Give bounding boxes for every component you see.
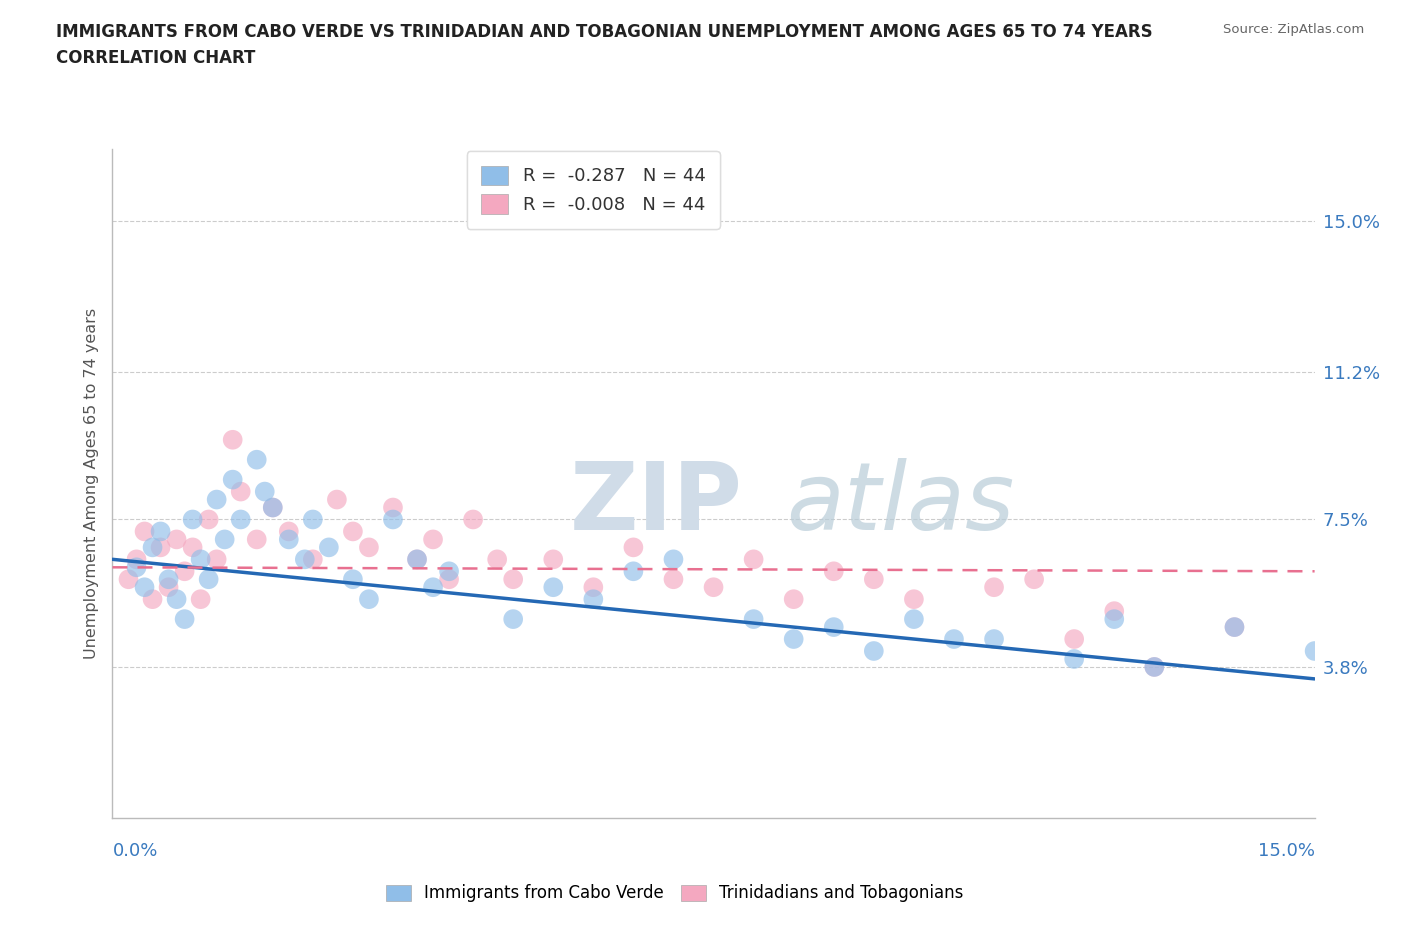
- Point: [253, 485, 276, 499]
- Point: [662, 572, 685, 587]
- Point: [863, 644, 886, 658]
- Point: [190, 591, 212, 606]
- Point: [246, 532, 269, 547]
- Point: [181, 512, 204, 527]
- Point: [1143, 659, 1166, 674]
- Point: [222, 472, 245, 487]
- Text: CORRELATION CHART: CORRELATION CHART: [56, 49, 256, 67]
- Point: [863, 572, 886, 587]
- Point: [742, 551, 765, 566]
- Text: atlas: atlas: [786, 458, 1014, 550]
- Point: [134, 579, 156, 594]
- Text: 0.0%: 0.0%: [112, 842, 157, 859]
- Point: [582, 591, 605, 606]
- Point: [1223, 619, 1246, 634]
- Text: IMMIGRANTS FROM CABO VERDE VS TRINIDADIAN AND TOBAGONIAN UNEMPLOYMENT AMONG AGES: IMMIGRANTS FROM CABO VERDE VS TRINIDADIA…: [56, 23, 1153, 41]
- Point: [621, 564, 644, 578]
- Point: [222, 432, 245, 447]
- Point: [543, 551, 565, 566]
- Point: [214, 532, 236, 547]
- Point: [582, 579, 605, 594]
- Point: [357, 540, 380, 555]
- Point: [262, 500, 284, 515]
- Point: [1223, 619, 1246, 634]
- Point: [422, 532, 444, 547]
- Point: [502, 572, 524, 587]
- Point: [141, 591, 163, 606]
- Point: [662, 551, 685, 566]
- Point: [166, 532, 188, 547]
- Point: [742, 612, 765, 627]
- Point: [1143, 659, 1166, 674]
- Point: [141, 540, 163, 555]
- Text: ZIP: ZIP: [569, 458, 742, 550]
- Point: [406, 551, 429, 566]
- Point: [823, 619, 845, 634]
- Point: [205, 551, 228, 566]
- Point: [197, 512, 219, 527]
- Y-axis label: Unemployment Among Ages 65 to 74 years: Unemployment Among Ages 65 to 74 years: [83, 308, 98, 659]
- Point: [149, 524, 172, 538]
- Point: [302, 512, 325, 527]
- Point: [262, 500, 284, 515]
- Point: [502, 612, 524, 627]
- Point: [318, 540, 340, 555]
- Point: [294, 551, 316, 566]
- Point: [134, 524, 156, 538]
- Point: [543, 579, 565, 594]
- Point: [173, 564, 195, 578]
- Point: [125, 551, 148, 566]
- Point: [782, 591, 804, 606]
- Point: [782, 631, 804, 646]
- Point: [406, 551, 429, 566]
- Point: [702, 579, 725, 594]
- Point: [125, 560, 148, 575]
- Point: [246, 452, 269, 467]
- Point: [461, 512, 484, 527]
- Point: [342, 572, 364, 587]
- Point: [181, 540, 204, 555]
- Point: [437, 572, 460, 587]
- Text: Source: ZipAtlas.com: Source: ZipAtlas.com: [1223, 23, 1364, 36]
- Point: [422, 579, 444, 594]
- Point: [229, 512, 252, 527]
- Point: [942, 631, 965, 646]
- Point: [277, 532, 299, 547]
- Point: [302, 551, 325, 566]
- Point: [621, 540, 644, 555]
- Point: [1063, 631, 1085, 646]
- Point: [1024, 572, 1046, 587]
- Point: [149, 540, 172, 555]
- Point: [229, 485, 252, 499]
- Point: [1102, 604, 1125, 618]
- Point: [823, 564, 845, 578]
- Point: [437, 564, 460, 578]
- Point: [357, 591, 380, 606]
- Point: [903, 591, 925, 606]
- Point: [486, 551, 509, 566]
- Point: [205, 492, 228, 507]
- Point: [342, 524, 364, 538]
- Point: [326, 492, 349, 507]
- Point: [903, 612, 925, 627]
- Point: [1102, 612, 1125, 627]
- Point: [157, 579, 180, 594]
- Point: [382, 512, 405, 527]
- Point: [190, 551, 212, 566]
- Legend: R =  -0.287   N = 44, R =  -0.008   N = 44: R = -0.287 N = 44, R = -0.008 N = 44: [467, 152, 720, 229]
- Legend: Immigrants from Cabo Verde, Trinidadians and Tobagonians: Immigrants from Cabo Verde, Trinidadians…: [377, 874, 973, 912]
- Point: [117, 572, 139, 587]
- Point: [382, 500, 405, 515]
- Point: [157, 572, 180, 587]
- Point: [173, 612, 195, 627]
- Point: [197, 572, 219, 587]
- Text: 15.0%: 15.0%: [1257, 842, 1315, 859]
- Point: [1063, 652, 1085, 667]
- Point: [983, 631, 1005, 646]
- Point: [166, 591, 188, 606]
- Point: [983, 579, 1005, 594]
- Point: [277, 524, 299, 538]
- Point: [1303, 644, 1326, 658]
